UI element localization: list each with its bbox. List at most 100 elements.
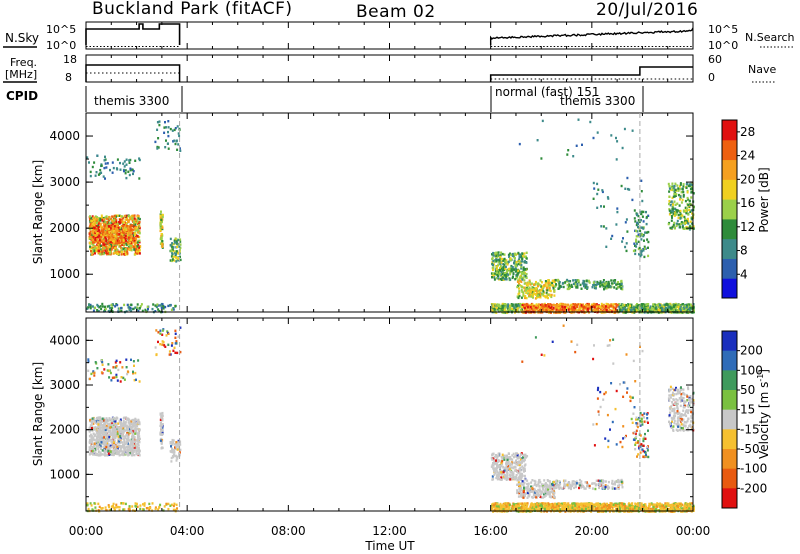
power-echo-cell	[673, 185, 676, 188]
power-echo-cell	[112, 230, 115, 233]
power-echo-cell	[125, 236, 128, 239]
power-echo-cell	[614, 279, 617, 282]
power-echo-cell	[555, 305, 558, 308]
velocity-echo-cell	[161, 427, 164, 430]
power-echo-cell	[139, 305, 142, 308]
velocity-echo-cell	[129, 452, 132, 455]
power-echo-cell	[513, 262, 516, 265]
velocity-echo-cell	[132, 429, 135, 432]
power-echo-cell	[161, 240, 164, 243]
power-echo-cell	[177, 143, 180, 146]
power-echo-cell	[515, 276, 518, 280]
velocity-echo-cell	[113, 426, 116, 429]
power-echo-cell	[547, 296, 549, 300]
velocity-echo-cell	[118, 440, 121, 443]
power-echo-cell	[501, 269, 504, 272]
power-echo-cell	[593, 305, 596, 309]
power-echo-cell	[528, 279, 531, 282]
power-echo-cell	[93, 249, 96, 252]
power-echo-cell	[591, 286, 594, 289]
power-echo-cell	[172, 250, 175, 253]
power-echo-cell	[687, 184, 690, 188]
power-echo-cell	[95, 219, 98, 222]
power-echo-cell	[615, 303, 618, 306]
power-echo-cell	[522, 294, 525, 297]
power-echo-cell	[104, 158, 107, 161]
power-echo-cell	[620, 279, 623, 283]
velocity-echo-cell	[108, 369, 110, 373]
power-echo-cell	[522, 270, 525, 274]
velocity-echo-cell	[92, 370, 95, 373]
velocity-echo-cell	[97, 436, 100, 439]
power-echo-cell	[689, 306, 691, 309]
power-echo-cell	[590, 308, 592, 311]
power-echo-cell	[541, 303, 544, 306]
power-echo-cell	[499, 255, 502, 259]
velocity-echo-cell	[104, 443, 107, 446]
power-echo-cell	[141, 309, 144, 313]
power-echo-cell	[645, 215, 648, 219]
power-echo-cell	[112, 215, 115, 218]
power-echo-cell	[671, 186, 674, 189]
power-echo-cell	[540, 157, 543, 160]
nave-tick-bottom: 0	[708, 71, 715, 84]
velocity-echo-cell	[106, 433, 109, 436]
power-echo-cell	[572, 308, 575, 311]
power-echo-cell	[94, 224, 97, 228]
cpid-segment-3: themis 3300	[560, 94, 635, 108]
power-echo-cell	[103, 222, 105, 225]
power-echo-cell	[632, 308, 635, 311]
velocity-echo-cell	[102, 430, 104, 433]
power-echo-cell	[495, 251, 498, 254]
power-echo-cell	[91, 253, 94, 256]
power-echo-cell	[160, 218, 163, 222]
power-echo-cell	[514, 278, 517, 281]
power-echo-cell	[115, 215, 118, 218]
power-echo-cell	[532, 306, 535, 310]
power-echo-cell	[571, 285, 574, 288]
velocity-echo-cell	[131, 435, 133, 438]
velocity-echo-cell	[131, 444, 134, 447]
power-echo-cell	[94, 230, 97, 233]
power-echo-cell	[122, 241, 125, 244]
velocity-echo-cell	[100, 371, 103, 374]
velocity-echo-cell	[120, 502, 123, 505]
velocity-echo-cell	[112, 366, 115, 369]
power-echo-cell	[510, 304, 513, 307]
power-echo-cell	[108, 231, 111, 234]
velocity-echo-cell	[127, 507, 130, 511]
power-echo-cell	[529, 308, 532, 311]
power-echo-cell	[539, 303, 542, 307]
power-echo-cell	[118, 233, 121, 236]
velocity-echo-cell	[159, 412, 162, 416]
velocity-echo-cell	[123, 378, 126, 381]
power-echo-cell	[669, 204, 672, 207]
power-echo-cell	[120, 250, 123, 254]
power-echo-cell	[91, 230, 94, 233]
power-echo-cell	[91, 305, 94, 308]
power-echo-cell	[104, 305, 106, 308]
power-echo-cell	[126, 225, 129, 228]
power-echo-cell	[692, 227, 695, 230]
power-echo-cell	[104, 232, 107, 235]
velocity-echo-cell	[89, 438, 91, 442]
velocity-echo-cell	[90, 427, 93, 430]
power-echo-cell	[100, 171, 103, 174]
power-echo-cell	[132, 236, 134, 239]
power-echo-cell	[122, 222, 125, 225]
power-echo-cell	[633, 209, 636, 212]
power-echo-cell	[677, 189, 680, 192]
power-echo-cell	[87, 306, 90, 309]
power-echo-cell	[642, 303, 645, 306]
power-echo-cell	[670, 214, 673, 218]
power-echo-cell	[102, 243, 105, 246]
power-echo-cell	[109, 248, 112, 251]
power-echo-cell	[127, 232, 130, 235]
velocity-echo-cell	[131, 505, 134, 508]
power-echo-cell	[690, 226, 693, 229]
power-echo-cell	[655, 308, 658, 311]
power-echo-cell	[688, 184, 691, 188]
power-echo-cell	[575, 308, 578, 312]
power-echo-cell	[134, 245, 137, 249]
